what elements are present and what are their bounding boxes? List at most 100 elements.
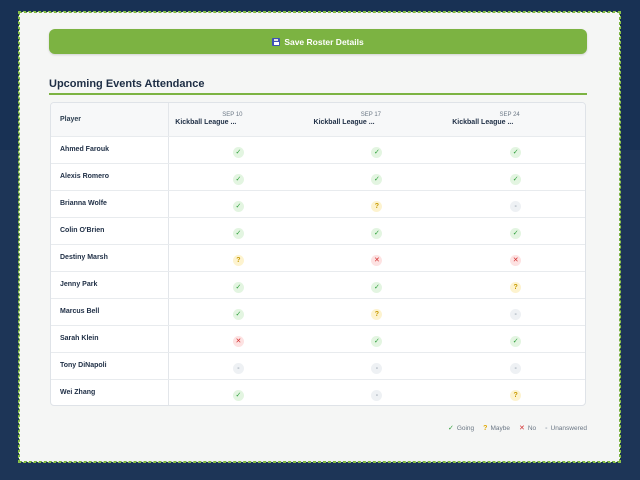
player-name: Sarah Klein bbox=[51, 325, 170, 353]
table-row: Colin O'Brien ✓ ✓ ✓ bbox=[51, 217, 585, 245]
attendance-cell[interactable]: ? bbox=[307, 298, 447, 326]
status-dash-icon[interactable]: - bbox=[510, 308, 522, 320]
attendance-cell[interactable]: ? bbox=[307, 190, 447, 218]
attendance-cell[interactable]: ✓ bbox=[307, 163, 447, 191]
attendance-cell[interactable]: ✓ bbox=[307, 325, 447, 353]
attendance-cell[interactable]: - bbox=[308, 379, 447, 405]
x-icon: ✕ bbox=[518, 425, 525, 432]
player-name: Alexis Romero bbox=[51, 163, 170, 191]
status-check-icon[interactable]: ✓ bbox=[510, 335, 522, 347]
status-question-icon[interactable]: ? bbox=[510, 389, 522, 401]
status-check-icon[interactable]: ✓ bbox=[232, 200, 244, 212]
attendance-cell[interactable]: ✓ bbox=[169, 379, 308, 405]
legend-maybe-label: Maybe bbox=[490, 424, 510, 432]
player-name: Ahmed Farouk bbox=[51, 136, 170, 164]
status-check-icon[interactable]: ✓ bbox=[232, 281, 244, 293]
status-check-icon[interactable]: ✓ bbox=[232, 173, 244, 185]
event-header-2: SEP 17 Kickball League ... bbox=[307, 103, 447, 137]
event-date: SEP 17 bbox=[360, 112, 381, 119]
attendance-cell[interactable]: ✓ bbox=[446, 136, 585, 164]
legend-no: ✕ No bbox=[518, 424, 536, 433]
attendance-cell[interactable]: ✓ bbox=[446, 163, 585, 191]
status-question-icon[interactable]: ? bbox=[232, 254, 244, 266]
status-check-icon[interactable]: ✓ bbox=[510, 173, 522, 185]
attendance-cell[interactable]: ✓ bbox=[168, 298, 308, 326]
legend-going-label: Going bbox=[456, 424, 475, 432]
attendance-cell[interactable]: ✓ bbox=[307, 136, 447, 164]
status-check-icon[interactable]: ✓ bbox=[371, 281, 383, 293]
status-x-icon[interactable]: ✕ bbox=[232, 335, 244, 347]
player-name: Tony DiNapoli bbox=[51, 352, 170, 380]
attendance-cell[interactable]: ✓ bbox=[168, 217, 308, 245]
player-name: Marcus Bell bbox=[51, 298, 170, 326]
status-x-icon[interactable]: ✕ bbox=[371, 254, 383, 266]
status-question-icon[interactable]: ? bbox=[371, 200, 383, 212]
attendance-cell[interactable]: ? bbox=[446, 379, 585, 405]
attendance-cell[interactable]: - bbox=[446, 298, 585, 326]
player-name: Colin O'Brien bbox=[51, 217, 170, 245]
status-legend: ✓ Going ? Maybe ✕ No - Unanswered bbox=[440, 424, 587, 433]
status-check-icon[interactable]: ✓ bbox=[371, 173, 383, 185]
event-date: SEP 24 bbox=[499, 112, 520, 119]
attendance-table-card: Player SEP 10 Kickball League ... SEP 17… bbox=[50, 102, 586, 406]
attendance-cell[interactable]: - bbox=[168, 352, 308, 380]
event-date: SEP 10 bbox=[222, 112, 243, 119]
attendance-cell[interactable]: - bbox=[446, 190, 585, 218]
attendance-cell[interactable]: ✓ bbox=[446, 325, 585, 353]
table-row: Marcus Bell ✓? - bbox=[51, 298, 585, 326]
attendance-cell[interactable]: ✓ bbox=[168, 136, 308, 164]
attendance-table: Player SEP 10 Kickball League ... SEP 17… bbox=[51, 103, 585, 405]
event-name: Kickball League ... bbox=[175, 119, 237, 127]
status-check-icon[interactable]: ✓ bbox=[371, 146, 383, 158]
table-header-row: Player SEP 10 Kickball League ... SEP 17… bbox=[51, 103, 585, 137]
status-dash-icon[interactable]: - bbox=[232, 362, 244, 374]
dash-icon: - bbox=[545, 424, 548, 432]
attendance-cell[interactable]: ✓ bbox=[307, 217, 447, 245]
attendance-cell[interactable]: - bbox=[307, 352, 447, 380]
save-roster-button[interactable]: Save Roster Details bbox=[49, 29, 587, 54]
status-x-icon[interactable]: ✕ bbox=[510, 254, 522, 266]
attendance-cell[interactable]: ✓ bbox=[307, 271, 447, 299]
status-dash-icon[interactable]: - bbox=[510, 200, 522, 212]
section-title: Upcoming Events Attendance bbox=[49, 78, 205, 90]
table-row: Destiny Marsh? ✕ ✕ bbox=[51, 244, 585, 272]
roster-panel: Save Roster Details Upcoming Events Atte… bbox=[18, 11, 621, 463]
check-icon: ✓ bbox=[447, 425, 454, 432]
status-check-icon[interactable]: ✓ bbox=[232, 389, 244, 401]
status-dash-icon[interactable]: - bbox=[510, 362, 522, 374]
status-dash-icon[interactable]: - bbox=[371, 362, 383, 374]
question-icon: ? bbox=[483, 424, 488, 432]
table-row: Jenny Park ✓ ✓? bbox=[51, 271, 585, 299]
attendance-cell[interactable]: ✓ bbox=[168, 190, 308, 218]
status-check-icon[interactable]: ✓ bbox=[510, 227, 522, 239]
event-name: Kickball League ... bbox=[313, 119, 375, 127]
status-question-icon[interactable]: ? bbox=[371, 308, 383, 320]
table-row: Brianna Wolfe ✓? - bbox=[51, 190, 585, 218]
status-check-icon[interactable]: ✓ bbox=[371, 335, 383, 347]
status-question-icon[interactable]: ? bbox=[510, 281, 522, 293]
legend-maybe: ? Maybe bbox=[483, 424, 510, 432]
attendance-cell[interactable]: ✕ bbox=[307, 244, 447, 272]
attendance-cell[interactable]: ? bbox=[168, 244, 308, 272]
status-check-icon[interactable]: ✓ bbox=[232, 227, 244, 239]
attendance-cell[interactable]: ✕ bbox=[168, 325, 308, 353]
attendance-cell[interactable]: ? bbox=[446, 271, 585, 299]
attendance-cell[interactable]: ✓ bbox=[446, 217, 585, 245]
attendance-cell[interactable]: - bbox=[446, 352, 585, 380]
status-check-icon[interactable]: ✓ bbox=[510, 146, 522, 158]
event-header-3: SEP 24 Kickball League ... bbox=[446, 103, 585, 137]
status-dash-icon[interactable]: - bbox=[371, 389, 383, 401]
table-row: Alexis Romero ✓ ✓ ✓ bbox=[51, 163, 585, 191]
attendance-cell[interactable]: ✓ bbox=[168, 271, 308, 299]
status-check-icon[interactable]: ✓ bbox=[232, 308, 244, 320]
attendance-cell[interactable]: ✓ bbox=[168, 163, 308, 191]
floppy-disk-icon bbox=[272, 37, 281, 46]
status-check-icon[interactable]: ✓ bbox=[232, 146, 244, 158]
table-row: Sarah Klein ✕ ✓ ✓ bbox=[51, 325, 585, 353]
player-name: Destiny Marsh bbox=[51, 244, 170, 272]
attendance-cell[interactable]: ✕ bbox=[446, 244, 585, 272]
table-row: Wei Zhang ✓ -? bbox=[51, 379, 585, 405]
player-name: Wei Zhang bbox=[51, 379, 170, 405]
status-check-icon[interactable]: ✓ bbox=[371, 227, 383, 239]
event-name: Kickball League ... bbox=[452, 119, 514, 127]
